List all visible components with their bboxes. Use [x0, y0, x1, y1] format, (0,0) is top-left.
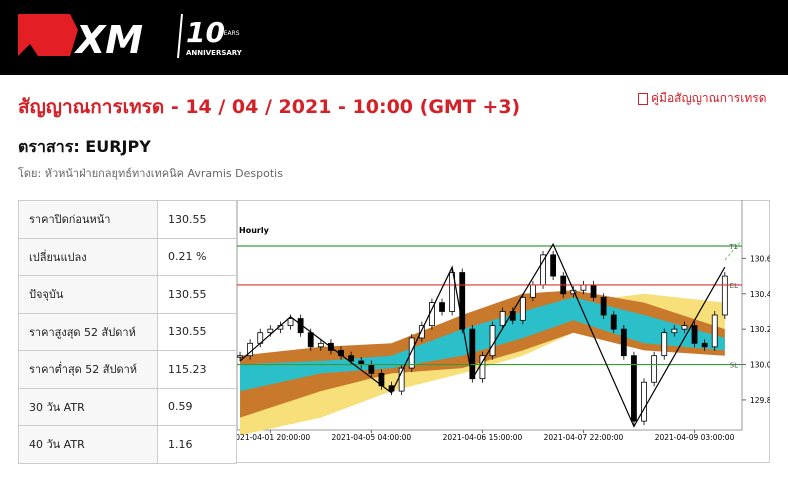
- candle: [237, 355, 243, 358]
- candle: [307, 332, 314, 348]
- table-row: ราคาต่ำสุด 52 สัปดาห์ 115.23: [18, 350, 237, 389]
- candle: [641, 381, 647, 422]
- cell-label: 30 วัน ATR: [18, 387, 158, 426]
- cell-value: 115.23: [157, 350, 237, 389]
- candle: [671, 328, 678, 334]
- chart: Hourly 130.60 130.40 130.20 130.00 129.80 202…: [237, 200, 770, 442]
- cell-value: 130.55: [157, 200, 237, 239]
- cell-value: 1.16: [157, 425, 237, 464]
- x-tick-label: 2021-04-07 22:00:00: [544, 433, 624, 442]
- table-row: ราคาปิดก่อนหน้า 130.55: [18, 200, 237, 239]
- cell-value: 130.55: [157, 275, 237, 314]
- candle: [418, 325, 425, 339]
- chart-subtitle: Hourly: [239, 226, 270, 235]
- cell-label: ราคาสูงสุด 52 สัปดาห์: [18, 312, 158, 351]
- x-tick-label: 2021-04-09 03:00:00: [655, 433, 735, 442]
- candle: [519, 296, 526, 321]
- logo-years-word: YEARS: [219, 30, 240, 37]
- candle: [439, 302, 445, 312]
- logo-mark: [18, 14, 78, 56]
- candle: [540, 254, 546, 286]
- level-label: SL: [730, 362, 738, 370]
- candle: [530, 284, 536, 298]
- cell-value: 130.55: [157, 312, 237, 351]
- logo[interactable]: XM 10 YEARS ANNIVERSARY: [0, 0, 260, 75]
- cell-value: 0.21 %: [157, 237, 237, 276]
- cell-label: ปัจจุบัน: [18, 275, 158, 314]
- arrow: [724, 239, 743, 261]
- candle: [489, 325, 496, 357]
- candle: [499, 311, 506, 327]
- table-row: เปลี่ยนแปลง 0.21 %: [18, 237, 237, 276]
- candle: [287, 318, 294, 327]
- candle: [348, 355, 355, 362]
- candle: [651, 355, 658, 383]
- candle: [691, 325, 698, 344]
- x-tick-label: 2021-04-01 20:00:00: [237, 433, 310, 442]
- candle: [449, 272, 456, 312]
- candle: [398, 367, 405, 392]
- y-tick-label: 129.80: [750, 396, 770, 405]
- candle: [580, 284, 587, 291]
- candle: [509, 311, 516, 321]
- page-title: สัญญาณการเทรด - 14 / 04 / 2021 - 10:00 (…: [18, 96, 521, 118]
- cell-label: เปลี่ยนแปลง: [18, 237, 158, 276]
- instrument: ตราสาร: EURJPY: [18, 137, 151, 156]
- table-row: 40 วัน ATR 1.16: [18, 425, 237, 464]
- y-tick-label: 130.40: [750, 290, 770, 299]
- header: XM 10 YEARS ANNIVERSARY: [0, 0, 788, 75]
- table-row: ปัจจุบัน 130.55: [18, 275, 237, 314]
- candle: [317, 342, 324, 348]
- pdf-icon: [638, 92, 648, 105]
- logo-years: 10: [186, 16, 225, 49]
- table-row: 30 วัน ATR 0.59: [18, 387, 237, 426]
- candle: [721, 275, 728, 316]
- logo-anniversary: ANNIVERSARY: [186, 49, 243, 57]
- stats-table: ราคาปิดก่อนหน้า 130.55 เปลี่ยนแปลง 0.21 % ปั…: [18, 200, 237, 464]
- guide-link-text[interactable]: คู่มือสัญญาณการเทรด: [651, 91, 767, 105]
- y-tick-label: 130.00: [750, 361, 770, 370]
- candle: [711, 314, 718, 348]
- candle: [267, 328, 274, 334]
- cell-value: 0.59: [157, 387, 237, 426]
- candle: [368, 364, 375, 374]
- candle: [590, 284, 597, 298]
- level-label: EL: [730, 282, 738, 290]
- cell-label: 40 วัน ATR: [18, 425, 158, 464]
- x-tick-label: 2021-04-05 04:00:00: [332, 433, 412, 442]
- candle: [661, 332, 668, 357]
- candle: [620, 328, 627, 357]
- y-tick-label: 130.20: [750, 325, 770, 334]
- candle: [701, 342, 708, 348]
- candle: [459, 272, 466, 330]
- author: โดย: หัวหน้าฝ่ายกลยุทธ์ทางเทคนิค Avramis…: [18, 167, 283, 180]
- y-tick-label: 130.60: [750, 254, 770, 263]
- level-label: T1: [728, 243, 738, 251]
- cell-label: ราคาต่ำสุด 52 สัปดาห์: [18, 350, 158, 389]
- guide-link[interactable]: คู่มือสัญญาณการเทรด: [638, 89, 767, 108]
- cell-label: ราคาปิดก่อนหน้า: [18, 200, 158, 239]
- x-tick-label: 2021-04-06 15:00:00: [443, 433, 523, 442]
- candle: [550, 254, 557, 277]
- candle: [681, 325, 688, 330]
- candle: [610, 314, 617, 330]
- candle: [408, 337, 415, 369]
- table-row: ราคาสูงสุด 52 สัปดาห์ 130.55: [18, 312, 237, 351]
- candle: [631, 355, 637, 422]
- zigzag: [239, 242, 726, 428]
- candle: [600, 296, 607, 316]
- logo-brand: XM: [74, 18, 143, 62]
